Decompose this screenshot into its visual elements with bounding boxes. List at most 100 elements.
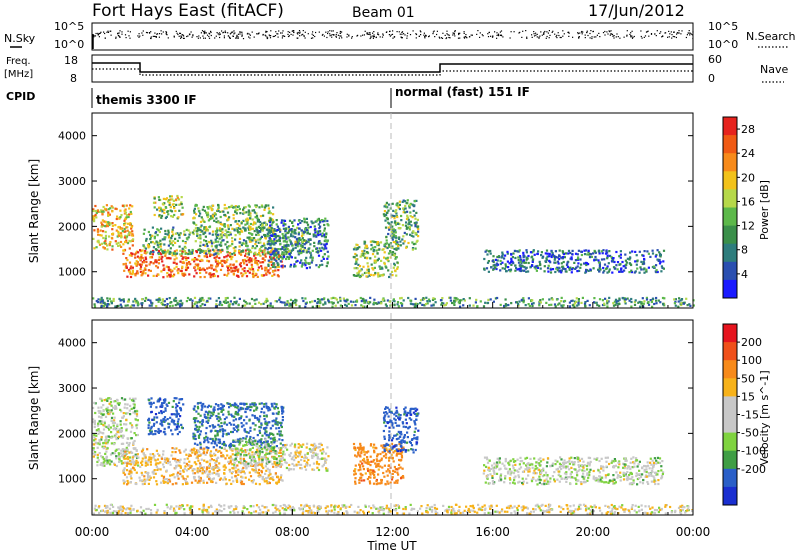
echo-cell	[400, 304, 404, 307]
noise-point	[554, 33, 556, 35]
noise-point	[191, 36, 193, 38]
echo-cell	[245, 244, 248, 247]
noise-point	[262, 33, 264, 36]
echo-cell	[167, 256, 170, 260]
echo-cell	[213, 452, 216, 455]
echo-cell	[135, 434, 138, 437]
echo-cell	[358, 270, 361, 273]
echo-cell	[322, 257, 325, 260]
echo-cell	[250, 240, 253, 243]
echo-cell	[149, 261, 152, 264]
echo-cell	[284, 223, 287, 226]
noise-point	[587, 34, 589, 37]
echo-cell	[570, 299, 573, 303]
echo-cell	[204, 250, 208, 253]
echo-cell	[193, 207, 196, 210]
echo-cell	[166, 275, 169, 278]
echo-cell	[103, 242, 106, 245]
echo-cell	[588, 256, 592, 259]
echo-cell	[273, 273, 276, 276]
echo-cell	[154, 459, 157, 462]
echo-cell	[302, 250, 305, 253]
echo-cell	[194, 203, 197, 206]
echo-cell	[240, 482, 243, 486]
echo-cell	[398, 236, 401, 239]
echo-cell	[117, 233, 120, 236]
echo-cell	[210, 245, 213, 248]
noise-point	[496, 37, 498, 39]
echo-cell	[131, 273, 134, 276]
echo-cell	[107, 213, 110, 216]
echo-cell	[195, 230, 198, 233]
echo-cell	[265, 469, 268, 472]
noise-point	[428, 36, 430, 38]
noise-point	[404, 34, 406, 36]
echo-cell	[639, 305, 642, 308]
echo-cell	[389, 250, 392, 253]
noise-point	[543, 31, 545, 34]
echo-cell	[381, 298, 384, 301]
echo-cell	[169, 474, 172, 477]
echo-cell	[242, 208, 245, 211]
echo-cell	[106, 441, 109, 444]
noise-point	[321, 34, 323, 36]
echo-cell	[504, 304, 507, 307]
echo-cell	[213, 219, 216, 222]
echo-cell	[235, 455, 238, 458]
noise-point	[381, 36, 384, 38]
echo-cell	[411, 216, 414, 219]
echo-cell	[92, 449, 95, 452]
echo-cell	[198, 450, 201, 453]
echo-cell	[323, 243, 327, 247]
noise-point	[304, 31, 306, 33]
echo-cell	[93, 247, 96, 250]
echo-cell	[243, 206, 246, 209]
echo-cell	[172, 413, 175, 416]
echo-cell	[282, 255, 286, 258]
echo-cell	[126, 462, 129, 465]
echo-cell	[283, 219, 287, 222]
noise-point	[578, 36, 580, 38]
echo-cell	[294, 256, 297, 259]
echo-cell	[257, 241, 260, 244]
echo-cell	[236, 480, 239, 483]
echo-cell	[206, 449, 209, 452]
echo-cell	[393, 252, 397, 255]
echo-cell	[209, 459, 212, 462]
echo-cell	[158, 298, 161, 301]
echo-cell	[390, 270, 394, 273]
echo-cell	[152, 250, 155, 254]
echo-cell	[149, 233, 152, 237]
echo-cell	[658, 262, 662, 265]
echo-cell	[119, 216, 122, 219]
echo-cell	[103, 464, 106, 467]
echo-cell	[412, 303, 415, 306]
echo-cell	[178, 449, 181, 452]
noise-point	[311, 33, 313, 35]
echo-cell	[173, 206, 176, 210]
echo-cell	[241, 259, 245, 262]
echo-cell	[146, 473, 150, 476]
echo-cell	[361, 274, 364, 277]
noise-point	[178, 35, 180, 37]
echo-cell	[318, 264, 322, 267]
echo-cell	[97, 298, 100, 301]
echo-cell	[584, 271, 587, 274]
echo-cell	[392, 228, 395, 231]
echo-cell	[170, 237, 173, 240]
echo-cell	[168, 297, 171, 300]
noise-point	[218, 32, 221, 34]
echo-cell	[573, 303, 576, 306]
noise-point	[608, 30, 610, 32]
echo-cell	[153, 454, 156, 457]
echo-cell	[143, 246, 146, 249]
echo-cell	[405, 227, 408, 230]
noise-point	[660, 31, 662, 33]
noise-point	[240, 31, 242, 33]
echo-cell	[126, 437, 129, 440]
echo-cell	[177, 425, 180, 428]
echo-cell	[131, 304, 134, 307]
noise-point	[281, 37, 283, 39]
echo-cell	[503, 257, 506, 260]
noise-point	[203, 31, 206, 33]
